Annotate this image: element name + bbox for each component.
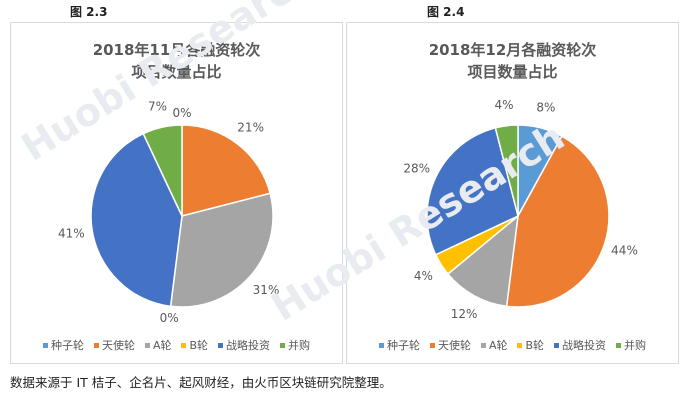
legend-item-1: 天使轮 (429, 337, 471, 353)
legend-item-4: 战略投资 (218, 337, 270, 353)
pie-slice-2 (446, 214, 519, 308)
chart-panel-dec: 2018年12月各融资轮次 项目数量占比 8% 44% 12% 4% 28% 4% 种子轮… (346, 22, 679, 364)
pie-slice-5 (142, 124, 183, 217)
legend-label: 种子轮 (386, 339, 420, 352)
data-label-0: 8% (536, 101, 555, 115)
legend-swatch (280, 342, 286, 348)
legend-item-4: 战略投资 (554, 337, 606, 353)
legend-label: 种子轮 (50, 339, 84, 352)
legend-nov: 种子轮 天使轮 A轮 B轮 战略投资 并购 (11, 337, 342, 353)
pie-slice-1 (181, 124, 272, 217)
chart-title-nov: 2018年11月各融资轮次 项目数量占比 (11, 39, 342, 83)
pie-slice-2 (169, 192, 274, 308)
data-label-2: 31% (253, 283, 280, 297)
legend-swatch (42, 342, 48, 348)
legend-label: B轮 (189, 339, 209, 352)
source-note: 数据来源于 IT 桔子、企名片、起风财经，由火币区块链研究院整理。 (10, 375, 392, 390)
pie-chart-dec: 8% 44% 12% 4% 28% 4% (403, 98, 638, 321)
pie-slice-4 (90, 132, 183, 308)
legend-item-2: A轮 (480, 337, 508, 353)
chart-title-nov-line1: 2018年11月各融资轮次 (92, 41, 261, 59)
legend-item-2: A轮 (144, 337, 172, 353)
legend-label: 天使轮 (101, 339, 135, 352)
legend-label: 并购 (288, 339, 311, 352)
legend-item-5: 并购 (616, 337, 646, 353)
legend-item-3: B轮 (517, 337, 544, 353)
legend-label: 并购 (624, 339, 647, 352)
legend-dec: 种子轮 天使轮 A轮 B轮 战略投资 并购 (347, 337, 678, 353)
data-label-5: 7% (148, 100, 167, 114)
legend-label: B轮 (525, 339, 545, 352)
pie-slice-1 (505, 135, 610, 308)
legend-item-0: 种子轮 (378, 337, 420, 353)
legend-swatch (429, 342, 435, 348)
legend-swatch (616, 342, 622, 348)
data-label-3: 4% (414, 269, 433, 283)
data-label-2: 12% (451, 307, 478, 321)
legend-swatch (218, 342, 224, 348)
legend-label: A轮 (488, 339, 508, 352)
legend-swatch (181, 342, 187, 348)
legend-swatch (144, 342, 150, 348)
pie-slice-4 (426, 126, 519, 256)
legend-item-1: 天使轮 (93, 337, 135, 353)
data-label-1: 21% (237, 121, 264, 135)
legend-label: 天使轮 (437, 339, 471, 352)
legend-label: 战略投资 (562, 339, 607, 352)
legend-item-5: 并购 (280, 337, 310, 353)
data-label-4: 28% (403, 161, 430, 175)
legend-swatch (517, 342, 523, 348)
legend-swatch (480, 342, 486, 348)
pie-chart-nov: 0% 21% 31% 0% 41% 7% (58, 100, 280, 325)
legend-label: A轮 (152, 339, 172, 352)
legend-item-3: B轮 (181, 337, 208, 353)
legend-label: 战略投资 (226, 339, 271, 352)
pie-slice-5 (494, 124, 519, 217)
legend-item-0: 种子轮 (42, 337, 84, 353)
data-label-3: 0% (160, 311, 179, 325)
data-label-1: 44% (611, 244, 638, 258)
data-label-5: 4% (494, 98, 513, 112)
figure-label-2: 图 2.4 (427, 5, 465, 19)
legend-swatch (93, 342, 99, 348)
figure-label-1: 图 2.3 (70, 5, 108, 19)
chart-title-nov-line2: 项目数量占比 (131, 63, 222, 81)
legend-swatch (378, 342, 384, 348)
chart-title-dec-line1: 2018年12月各融资轮次 (428, 41, 597, 59)
chart-panel-nov: 2018年11月各融资轮次 项目数量占比 0% 21% 31% 0% 41% 7% 种子轮… (10, 22, 343, 364)
data-label-4: 41% (58, 227, 85, 241)
chart-title-dec: 2018年12月各融资轮次 项目数量占比 (347, 39, 678, 83)
data-label-0: 0% (172, 106, 191, 120)
chart-title-dec-line2: 项目数量占比 (467, 63, 558, 81)
legend-swatch (554, 342, 560, 348)
